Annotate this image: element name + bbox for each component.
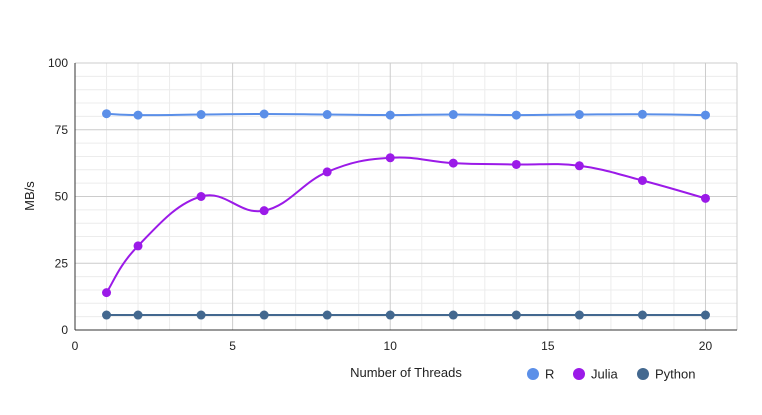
series-group xyxy=(102,109,710,320)
legend-label-python: Python xyxy=(655,367,695,382)
data-point-julia xyxy=(133,241,143,251)
data-point-python xyxy=(133,310,143,320)
data-point-julia xyxy=(322,167,332,177)
y-tick-label: 25 xyxy=(55,256,69,270)
data-point-r xyxy=(133,110,143,120)
x-tick-label: 20 xyxy=(699,339,713,353)
data-point-julia xyxy=(385,153,395,163)
tick-labels: 0 5 10 15 20 0 25 50 75 100 xyxy=(48,56,713,353)
series-line-julia xyxy=(105,156,706,294)
series-julia xyxy=(102,153,710,298)
data-point-r xyxy=(102,109,112,119)
legend-item-julia: Julia xyxy=(573,367,619,382)
axes xyxy=(74,63,737,331)
data-point-python xyxy=(637,310,647,320)
data-point-julia xyxy=(637,175,647,185)
data-point-julia xyxy=(259,206,269,216)
data-point-julia xyxy=(102,288,112,298)
data-point-python xyxy=(574,310,584,320)
data-point-julia xyxy=(196,192,206,201)
data-point-python xyxy=(448,310,458,320)
series-line-r xyxy=(106,112,706,117)
legend-item-python: Python xyxy=(637,367,695,382)
y-tick-label: 75 xyxy=(55,123,69,137)
data-point-python xyxy=(322,310,332,320)
data-point-r xyxy=(448,110,458,120)
x-tick-label: 0 xyxy=(72,339,79,353)
data-point-julia xyxy=(574,161,584,171)
data-point-python xyxy=(102,310,112,320)
legend-item-r: R xyxy=(527,367,554,382)
data-point-python xyxy=(259,310,269,320)
legend-marker-julia xyxy=(573,368,585,380)
data-point-python xyxy=(511,310,521,320)
data-point-r xyxy=(259,109,269,119)
legend-label-r: R xyxy=(545,367,554,382)
legend-marker-r xyxy=(527,368,539,380)
y-tick-label: 100 xyxy=(48,56,68,70)
data-point-r xyxy=(637,109,647,119)
x-axis-title: Number of Threads xyxy=(350,365,462,380)
y-tick-label: 0 xyxy=(61,323,68,337)
legend-label-julia: Julia xyxy=(591,367,619,382)
data-point-r xyxy=(511,110,521,120)
y-axis-title: MB/s xyxy=(22,181,37,211)
legend: R Julia Python xyxy=(527,367,695,382)
grid xyxy=(75,62,738,330)
data-point-python xyxy=(700,310,710,320)
y-tick-label: 50 xyxy=(55,190,69,204)
data-point-julia xyxy=(511,159,521,169)
data-point-r xyxy=(574,110,584,120)
data-point-r xyxy=(322,110,332,120)
x-tick-label: 5 xyxy=(229,339,236,353)
data-point-r xyxy=(700,110,710,120)
data-point-r xyxy=(385,110,395,120)
legend-marker-python xyxy=(637,368,649,380)
x-tick-label: 10 xyxy=(384,339,398,353)
series-r xyxy=(102,109,710,120)
data-point-python xyxy=(385,310,395,320)
data-point-julia xyxy=(700,193,710,203)
x-tick-label: 15 xyxy=(541,339,555,353)
data-point-python xyxy=(196,310,206,320)
series-python xyxy=(102,310,710,320)
data-point-julia xyxy=(448,158,458,168)
data-point-r xyxy=(196,110,206,120)
